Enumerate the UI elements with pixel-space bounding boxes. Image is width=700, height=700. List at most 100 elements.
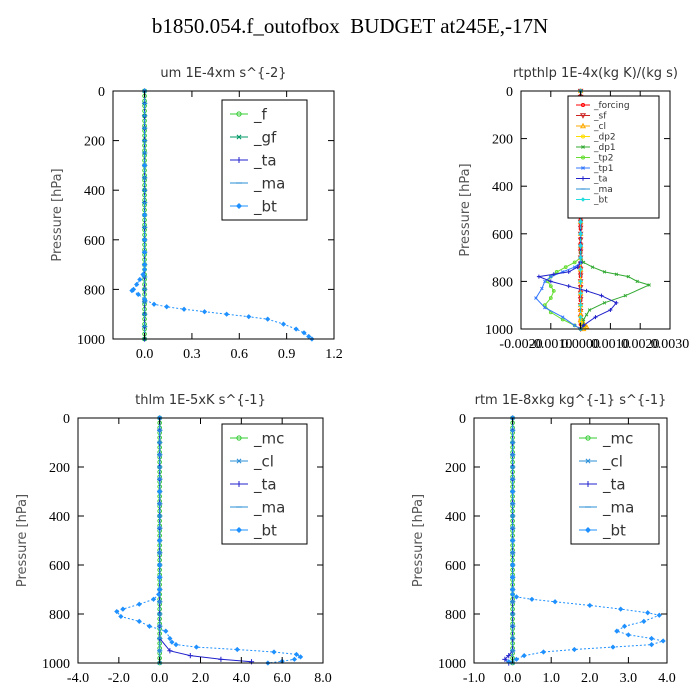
legend-label: _ma bbox=[253, 174, 285, 193]
legend-label: _dp1 bbox=[593, 143, 616, 153]
legend-marker bbox=[580, 176, 586, 181]
x-tick-label: 0.6 bbox=[231, 347, 249, 362]
x-tick-label: 6.0 bbox=[273, 671, 291, 686]
legend-marker bbox=[580, 197, 586, 202]
series-point_bt bbox=[140, 271, 146, 278]
series-point_bt bbox=[587, 602, 593, 609]
series-point_tp1 bbox=[560, 315, 565, 319]
y-tick-label: 0 bbox=[98, 85, 105, 100]
series-point_bt bbox=[141, 212, 148, 218]
series-point_bt bbox=[578, 243, 583, 248]
y-tick-label: 200 bbox=[84, 135, 105, 150]
series-point_ta bbox=[614, 300, 619, 305]
y-tick-label: 1000 bbox=[438, 657, 466, 672]
series-point_ta bbox=[566, 284, 571, 289]
panel-title: um 1E-4xm s^{-2} bbox=[160, 66, 286, 81]
chart-panel-2: rtpthlp 1E-4x(kg K)/(kg s)0 200 400 600 800 1… bbox=[458, 66, 689, 352]
legend-marker bbox=[580, 134, 586, 139]
series-point_bt bbox=[648, 642, 655, 648]
series-point_tp2 bbox=[560, 317, 565, 322]
x-tick-label: 1.2 bbox=[325, 347, 343, 362]
figure-title: b1850.054.f_outofbox BUDGET at245E,-17N bbox=[151, 14, 549, 38]
series-point_bt bbox=[293, 326, 299, 332]
series-point_bt bbox=[578, 267, 583, 272]
series-point_bt bbox=[578, 279, 583, 284]
series-point_bt bbox=[510, 591, 516, 597]
series-point_bt bbox=[169, 639, 175, 645]
legend-label: _tp1 bbox=[593, 164, 613, 174]
series-point_bt bbox=[164, 304, 170, 310]
series-point_bt bbox=[293, 651, 300, 658]
series-point_ta bbox=[551, 272, 556, 277]
series-point_bt bbox=[137, 276, 143, 283]
series-point_tp2 bbox=[551, 289, 556, 293]
series-point_dp1 bbox=[647, 283, 651, 287]
series-group bbox=[129, 88, 315, 342]
series-point_bt bbox=[141, 237, 148, 243]
legend-label: _cl bbox=[253, 452, 274, 471]
series-point_bt bbox=[510, 586, 516, 593]
legend-label: _bt bbox=[593, 196, 608, 206]
x-tick-label: 0.0 bbox=[151, 671, 169, 686]
y-tick-label: 1000 bbox=[77, 333, 105, 348]
series-point_bt bbox=[540, 649, 547, 655]
y-axis-label: Pressure [hPa] bbox=[411, 494, 426, 587]
series-point_bt bbox=[521, 653, 527, 659]
series-point_bt bbox=[510, 537, 516, 544]
series-point_tp2 bbox=[554, 269, 559, 274]
series-point_bt bbox=[301, 330, 307, 336]
series-point_bt bbox=[510, 562, 516, 568]
legend-marker bbox=[236, 111, 242, 117]
x-tick-label: 0.0030 bbox=[651, 337, 690, 352]
x-tick-label: 0.0 bbox=[136, 347, 154, 362]
legend-label: _ma bbox=[253, 498, 285, 517]
series-point_bt bbox=[157, 537, 163, 544]
series-point_ta bbox=[566, 269, 571, 274]
series-point_ta bbox=[187, 653, 193, 659]
x-tick-label: -2.0 bbox=[108, 671, 130, 686]
series-point_dp1 bbox=[581, 260, 586, 265]
series-point_bt bbox=[141, 266, 148, 273]
series-point_bt bbox=[157, 586, 163, 593]
legend-label: _bt bbox=[253, 197, 277, 216]
legend-label: _f bbox=[253, 105, 268, 124]
series-point_dp1 bbox=[590, 265, 595, 269]
series-point_tp1 bbox=[543, 279, 547, 284]
series-point_bt bbox=[146, 623, 153, 629]
legend: _f _gf _ta _ma _bt bbox=[221, 99, 308, 221]
y-tick-label: 800 bbox=[445, 608, 466, 623]
series-point_bt bbox=[224, 311, 230, 317]
legend-label: _gf bbox=[253, 128, 277, 147]
series-point_dp1 bbox=[602, 270, 607, 274]
series-point_dp1 bbox=[581, 317, 586, 322]
y-tick-label: 200 bbox=[492, 133, 513, 148]
series-point_bt bbox=[193, 644, 200, 650]
legend-label: _bt bbox=[602, 521, 626, 540]
series-point_bt bbox=[618, 606, 624, 612]
series-point_bt bbox=[120, 606, 126, 612]
series-point_ta bbox=[584, 288, 589, 293]
legend-label: _mc bbox=[602, 429, 633, 448]
x-tick-label: 0.0020 bbox=[621, 337, 660, 352]
chart-panel-1: um 1E-4xm s^{-2} 0 200 400 600 800 1000 0.0 0.3 0… bbox=[50, 66, 343, 362]
legend-marker bbox=[236, 157, 242, 163]
x-tick-label: 0.3 bbox=[183, 347, 201, 362]
series-point_ta bbox=[248, 659, 255, 665]
series-point_bt bbox=[141, 162, 148, 168]
legend-label: _ma bbox=[602, 498, 634, 517]
series-point_bt bbox=[614, 628, 620, 634]
y-tick-label: 0 bbox=[506, 85, 513, 100]
legend-marker bbox=[579, 113, 587, 119]
legend-label: _ta bbox=[593, 175, 608, 185]
series-point_bt bbox=[552, 599, 558, 605]
x-tick-label: 0.0 bbox=[504, 671, 522, 686]
series-point_bt bbox=[234, 646, 240, 653]
series-point_bt bbox=[135, 291, 141, 297]
chart-panel-4: rtm 1E-8xkg kg^{-1} s^{-1} 0 200 400 600 800 1… bbox=[411, 393, 676, 686]
x-tick-label: -0.0010 bbox=[529, 337, 572, 352]
y-tick-label: 800 bbox=[49, 608, 70, 623]
series-point_bt bbox=[134, 281, 140, 288]
legend: _forcing_sf_cl_dp2_dp1_tp2_tp1_ta_ma_bt bbox=[567, 95, 660, 219]
y-tick-label: 400 bbox=[49, 510, 70, 525]
y-axis-label: Pressure [hPa] bbox=[15, 494, 30, 587]
